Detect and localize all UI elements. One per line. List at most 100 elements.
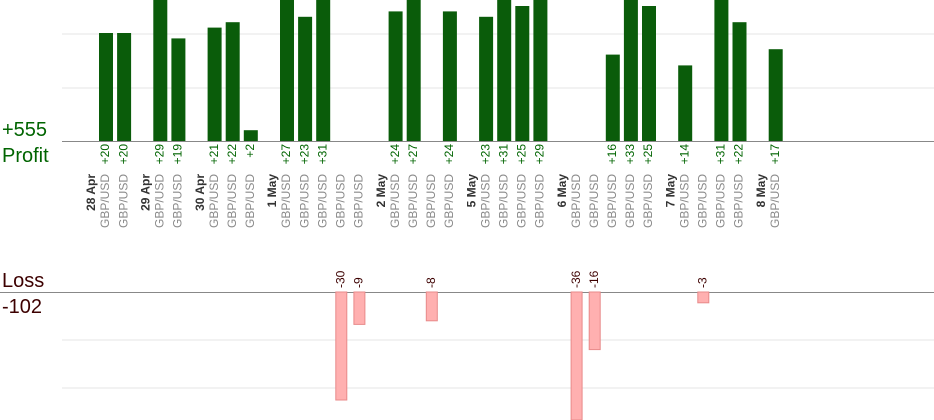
profit-bar: [280, 0, 294, 141]
loss-bar: [354, 292, 365, 324]
profit-value-label: +24: [388, 144, 402, 165]
date-label: 1 May: [265, 174, 279, 208]
profit-label: Profit: [2, 145, 49, 167]
profit-value-label: +22: [732, 144, 746, 165]
pair-label: GBP/USD: [605, 174, 619, 228]
pair-label: GBP/USD: [533, 174, 547, 228]
profit-bar: [624, 0, 638, 141]
profit-bar: [678, 65, 692, 141]
loss-value-label: -16: [587, 270, 601, 288]
pair-label: GBP/USD: [623, 174, 637, 228]
profit-value-label: +27: [279, 144, 293, 165]
profit-value-label: +21: [207, 144, 221, 165]
profit-bar: [316, 0, 330, 141]
pair-label: GBP/USD: [207, 174, 221, 228]
profit-value-label: +14: [677, 144, 691, 165]
loss-value-label: -30: [333, 270, 347, 288]
loss-value-label: -3: [695, 277, 709, 288]
date-label: 6 May: [555, 174, 569, 208]
profit-bar: [117, 33, 131, 141]
pair-label: GBP/USD: [388, 174, 402, 228]
profit-bar: [533, 0, 547, 141]
pair-label: GBP/USD: [732, 174, 746, 228]
loss-total: -102: [2, 296, 42, 318]
pair-label: GBP/USD: [569, 174, 583, 228]
profit-bar: [389, 11, 403, 141]
pair-label: GBP/USD: [333, 174, 347, 228]
profit-value-label: +25: [641, 144, 655, 165]
pair-label: GBP/USD: [315, 174, 329, 228]
profit-value-label: +25: [514, 144, 528, 165]
profit-bar: [497, 0, 511, 141]
pair-label: GBP/USD: [279, 174, 293, 228]
profit-bar: [642, 6, 656, 141]
profit-value-label: +31: [714, 144, 728, 165]
pair-label: GBP/USD: [714, 174, 728, 228]
profit-bar: [226, 22, 240, 141]
pair-label: GBP/USD: [496, 174, 510, 228]
profit-bar: [99, 33, 113, 141]
profit-value-label: +22: [225, 144, 239, 165]
profit-value-label: +29: [152, 144, 166, 165]
profit-value-label: +19: [171, 144, 185, 165]
pair-label: GBP/USD: [442, 174, 456, 228]
pair-label: GBP/USD: [478, 174, 492, 228]
profit-bar: [515, 6, 529, 141]
date-label: 5 May: [464, 174, 478, 208]
loss-label: Loss: [2, 270, 44, 292]
profit-bar: [171, 38, 185, 141]
profit-bar: [298, 17, 312, 141]
profit-value-label: +16: [605, 144, 619, 165]
pair-label: GBP/USD: [297, 174, 311, 228]
date-label: 29 Apr: [138, 174, 152, 211]
pair-label: GBP/USD: [514, 174, 528, 228]
pair-label: GBP/USD: [152, 174, 166, 228]
pair-label: GBP/USD: [424, 174, 438, 228]
profit-bar: [733, 22, 747, 141]
pair-label: GBP/USD: [352, 174, 366, 228]
profit-value-label: +29: [533, 144, 547, 165]
loss-bar: [426, 292, 437, 321]
profit-bar: [443, 11, 457, 141]
profit-value-label: +27: [406, 144, 420, 165]
profit-total: +555: [2, 119, 47, 141]
loss-bar: [589, 292, 600, 350]
profit-value-label: +23: [297, 144, 311, 165]
profit-bar: [153, 0, 167, 141]
profit-value-label: +2: [243, 144, 257, 158]
pair-label: GBP/USD: [98, 174, 112, 228]
profit-bar: [407, 0, 421, 141]
profit-bar: [769, 49, 783, 141]
loss-bar: [571, 292, 582, 420]
pair-label: GBP/USD: [116, 174, 130, 228]
date-label: 2 May: [374, 174, 388, 208]
loss-value-label: -36: [569, 270, 583, 288]
pair-label: GBP/USD: [406, 174, 420, 228]
profit-bar: [479, 17, 493, 141]
profit-value-label: +23: [478, 144, 492, 165]
loss-bar: [698, 292, 709, 303]
date-label: 28 Apr: [84, 174, 98, 211]
profit-bar: [244, 130, 258, 141]
pair-label: GBP/USD: [695, 174, 709, 228]
date-label: 30 Apr: [193, 174, 207, 211]
profit-bar: [714, 0, 728, 141]
profit-bar: [606, 55, 620, 141]
loss-value-label: -8: [424, 277, 438, 288]
profit-value-label: +31: [496, 144, 510, 165]
profit-value-label: +24: [442, 144, 456, 165]
pair-label: GBP/USD: [225, 174, 239, 228]
date-label: 7 May: [663, 174, 677, 208]
pair-label: GBP/USD: [587, 174, 601, 228]
profit-value-label: +20: [98, 144, 112, 165]
pair-label: GBP/USD: [641, 174, 655, 228]
date-label: 8 May: [754, 174, 768, 208]
profit-value-label: +33: [623, 144, 637, 165]
profit-value-label: +17: [768, 144, 782, 165]
pair-label: GBP/USD: [171, 174, 185, 228]
profit-bar: [208, 28, 222, 141]
loss-bar: [336, 292, 347, 400]
pair-label: GBP/USD: [768, 174, 782, 228]
profit-value-label: +20: [116, 144, 130, 165]
